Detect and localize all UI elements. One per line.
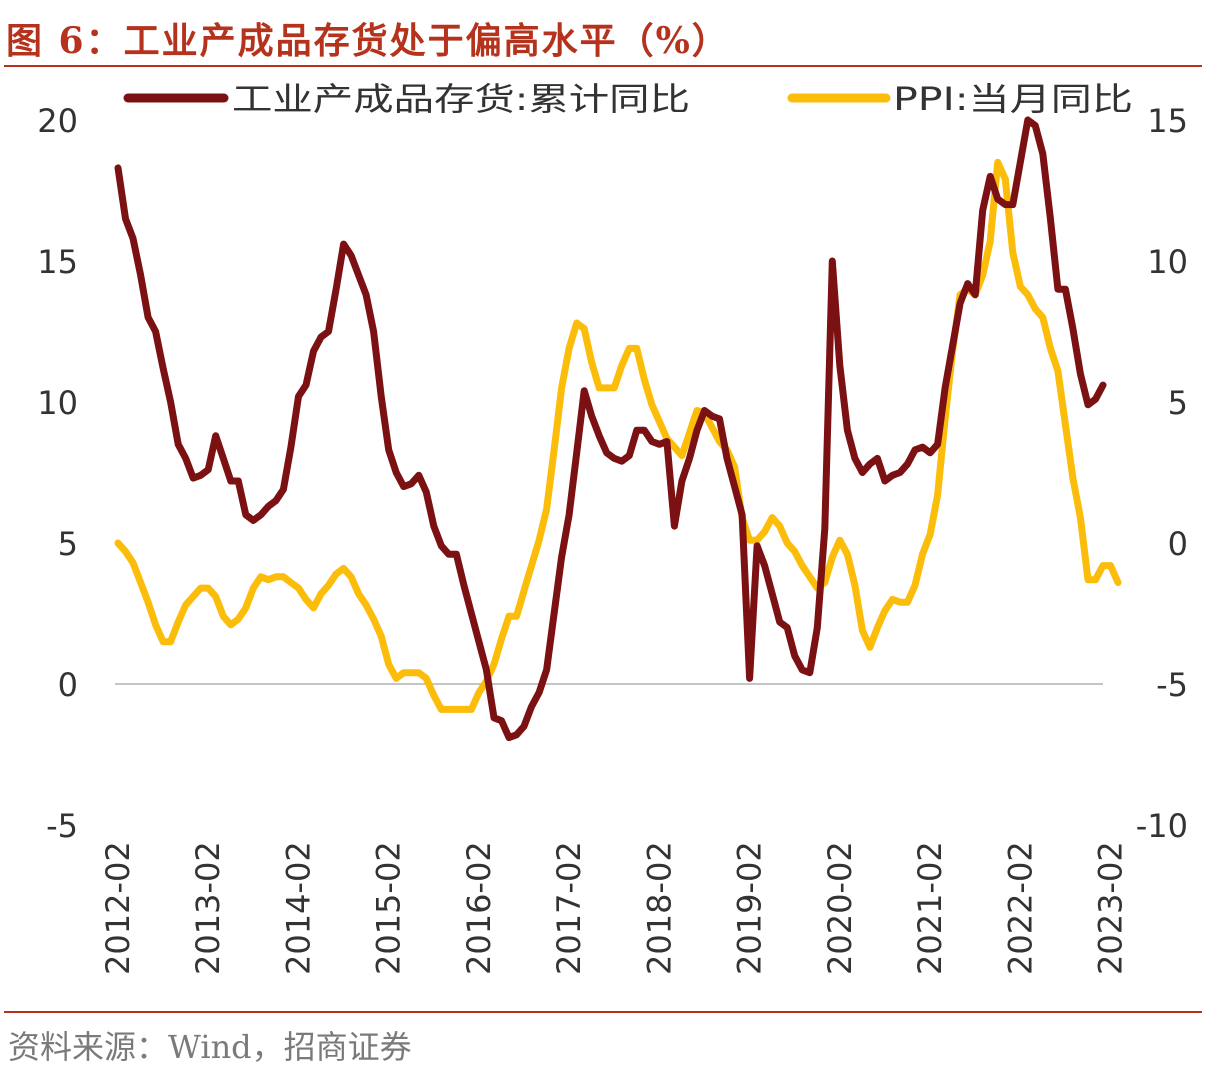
x-tick-label: 2015-02 <box>370 841 408 975</box>
y-right-tick-label: 0 <box>1168 525 1188 563</box>
chart-title: 图 6：工业产成品存货处于偏高水平（%） <box>6 20 730 62</box>
x-tick-label: 2020-02 <box>821 841 859 975</box>
y-left-tick-label: 20 <box>37 102 78 140</box>
x-tick-label: 2012-02 <box>99 841 137 975</box>
y-left-tick-label: 15 <box>37 243 78 281</box>
y-left-tick-label: 0 <box>58 666 78 704</box>
x-tick-label: 2016-02 <box>460 841 498 975</box>
x-tick-label: 2023-02 <box>1092 841 1130 975</box>
legend-label-ppi: PPI:当月同比 <box>893 80 1133 118</box>
inventory-series-line <box>114 116 1107 742</box>
y-right-tick-label: -5 <box>1156 666 1188 704</box>
x-tick-label: 2013-02 <box>189 841 227 975</box>
y-left-tick-label: 10 <box>37 384 78 422</box>
x-tick-label: 2014-02 <box>279 841 317 975</box>
y-right-tick-label: -10 <box>1136 807 1188 845</box>
y-left-tick-label: 5 <box>58 525 78 563</box>
x-tick-label: 2017-02 <box>550 841 588 975</box>
x-tick-label: 2019-02 <box>731 841 769 975</box>
legend: 工业产成品存货:累计同比 PPI:当月同比 <box>123 80 1133 118</box>
x-tick-label: 2018-02 <box>640 841 678 975</box>
source-note: 资料来源：Wind，招商证券 <box>8 1028 412 1066</box>
y-right-tick-label: 15 <box>1147 102 1188 140</box>
x-tick-label: 2022-02 <box>1001 841 1039 975</box>
legend-label-inventory: 工业产成品存货:累计同比 <box>232 80 690 118</box>
y-left-tick-label: -5 <box>46 807 78 845</box>
y-right-tick-label: 5 <box>1168 384 1188 422</box>
ppi-series-line <box>114 158 1122 713</box>
y-right-tick-label: 10 <box>1147 243 1188 281</box>
x-tick-label: 2021-02 <box>911 841 949 975</box>
